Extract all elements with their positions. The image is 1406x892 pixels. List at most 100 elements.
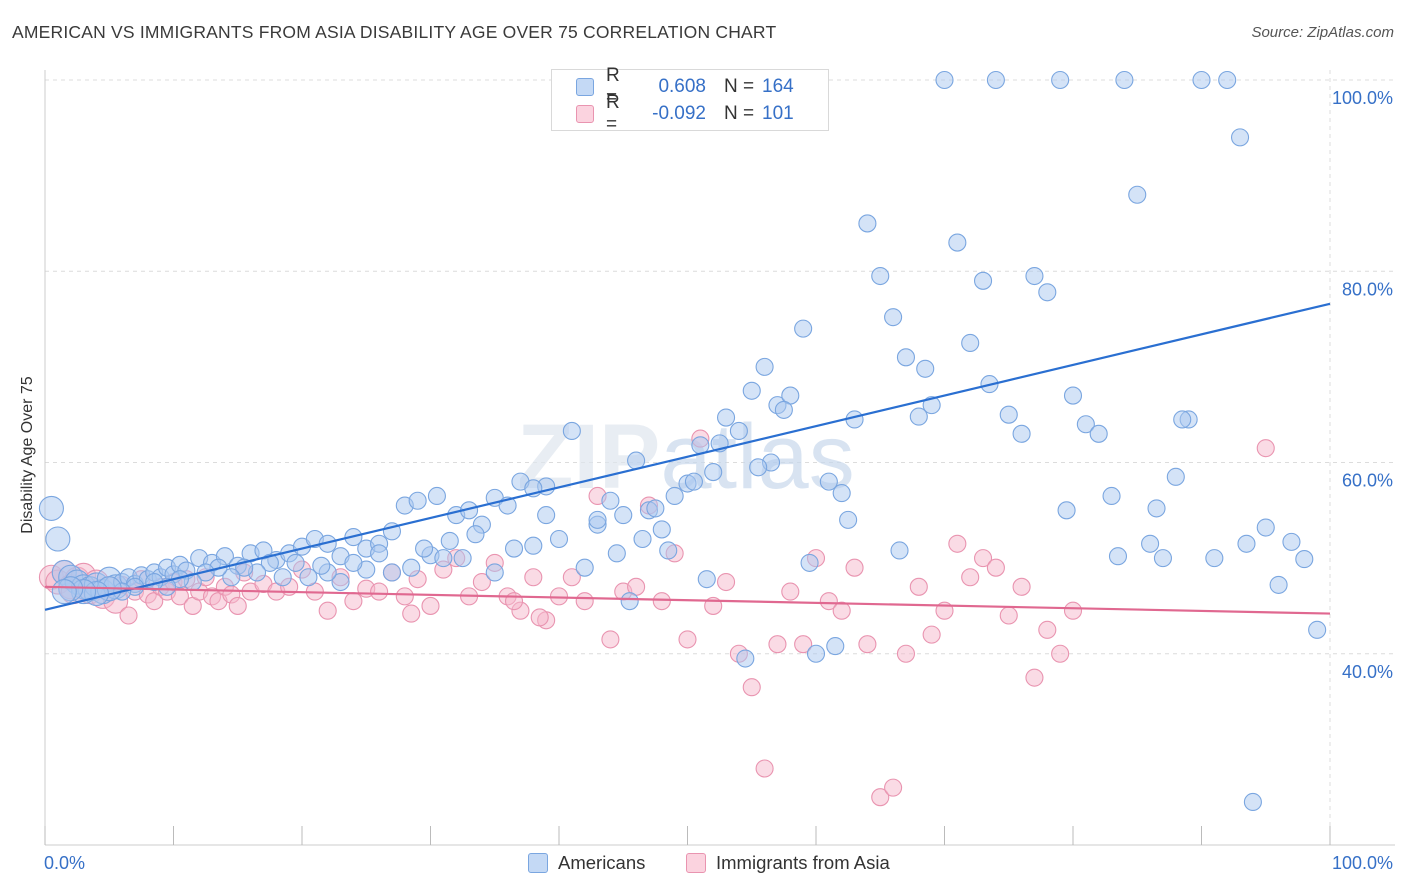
immigrants-point [716, 572, 736, 592]
americans-point [440, 531, 459, 550]
immigrants-point [845, 558, 864, 577]
americans-point [331, 572, 350, 592]
bottom-legend-immigrants: Immigrants from Asia [686, 852, 890, 874]
immigrants-point [228, 596, 247, 615]
americans-point [434, 549, 453, 568]
tick-labels: 40.0% 60.0% 80.0% 100.0% 0.0% 100.0% [44, 88, 1393, 873]
americans-point [742, 381, 761, 400]
americans-point [415, 539, 434, 558]
americans-point [588, 510, 607, 529]
immigrants-point [119, 606, 138, 625]
americans-point [736, 649, 755, 668]
y-tick-label: 80.0% [1342, 279, 1393, 299]
americans-point [684, 472, 703, 491]
americans-point [1166, 467, 1185, 486]
y-axis-label: Disability Age Over 75 [19, 376, 36, 534]
americans-point [1051, 70, 1070, 90]
americans-point [1231, 128, 1250, 147]
americans-points [38, 70, 1327, 812]
legend-row-immigrants: R = -0.092 N = 101 [576, 92, 794, 135]
bottom-legend-americans: Americans [528, 852, 645, 874]
americans-n-value: 164 [762, 76, 794, 97]
americans-point [794, 319, 813, 338]
americans-legend-swatch [528, 853, 548, 873]
americans-point [1025, 266, 1044, 286]
americans-point [1218, 70, 1237, 90]
immigrants-point [884, 778, 903, 797]
americans-point [1115, 70, 1134, 90]
americans-r-value: 0.608 [658, 76, 706, 97]
americans-point [485, 563, 504, 582]
americans-point [1102, 486, 1121, 506]
immigrants-point [832, 601, 851, 620]
immigrants-point [1025, 668, 1044, 687]
immigrants-point [896, 644, 916, 663]
americans-point [665, 486, 684, 506]
immigrants-point [973, 549, 993, 568]
americans-point [986, 70, 1005, 90]
americans-point [633, 529, 652, 549]
americans-point [961, 333, 980, 353]
immigrants-point [948, 534, 967, 553]
immigrants-point [344, 592, 363, 611]
immigrants-point [601, 630, 620, 649]
immigrants-point [1063, 601, 1083, 620]
legend-r-label: R = [606, 92, 620, 135]
americans-point [749, 458, 768, 477]
americans-point [832, 484, 851, 503]
y-tick-label: 40.0% [1342, 662, 1393, 682]
americans-point [1089, 424, 1108, 443]
legend-r-label: R = [606, 65, 620, 108]
americans-point [819, 472, 838, 491]
immigrants-point [652, 592, 671, 611]
americans-point [704, 463, 723, 482]
immigrants-trend-line [44, 585, 1331, 615]
x-tick-label: 0.0% [44, 853, 85, 873]
americans-point [1012, 424, 1031, 443]
americans-point [549, 529, 569, 549]
legend-row-americans: R = 0.608 N = 164 [576, 65, 794, 108]
americans-point [222, 568, 241, 587]
americans-point [408, 491, 427, 510]
americans-point [402, 558, 421, 577]
americans-point [382, 563, 402, 582]
americans-point [620, 592, 639, 611]
americans-point [896, 348, 916, 367]
americans-point [1243, 792, 1262, 812]
americans-point [1038, 283, 1057, 302]
y-tick-label: 100.0% [1332, 88, 1393, 108]
americans-point [871, 266, 890, 286]
immigrants-point [768, 635, 787, 654]
americans-point [1108, 547, 1128, 566]
immigrants-point [986, 558, 1005, 577]
americans-point [38, 495, 64, 521]
americans-point [884, 308, 903, 327]
immigrants-point [858, 635, 877, 654]
americans-point [1147, 499, 1166, 518]
americans-point [524, 536, 543, 555]
americans-point [286, 553, 305, 572]
americans-point [607, 544, 626, 563]
immigrants-point [819, 592, 838, 611]
americans-point [504, 539, 524, 558]
americans-point [370, 544, 389, 563]
americans-point [1173, 410, 1192, 429]
americans-point [562, 421, 581, 440]
americans-point [890, 541, 909, 560]
immigrants-n-value: 101 [762, 103, 794, 124]
americans-point [260, 553, 279, 572]
immigrants-point [472, 572, 491, 592]
americans-point [273, 568, 292, 587]
americans-point [312, 556, 331, 575]
legend-n-label: N = [724, 103, 755, 124]
americans-point [755, 357, 774, 376]
americans-point [1205, 549, 1224, 568]
americans-point [614, 506, 633, 525]
americans-point [1192, 70, 1211, 90]
americans-point [466, 525, 485, 544]
immigrants-point [755, 759, 774, 778]
americans-point [652, 520, 671, 539]
americans-point [729, 421, 748, 440]
americans-point [697, 570, 716, 589]
